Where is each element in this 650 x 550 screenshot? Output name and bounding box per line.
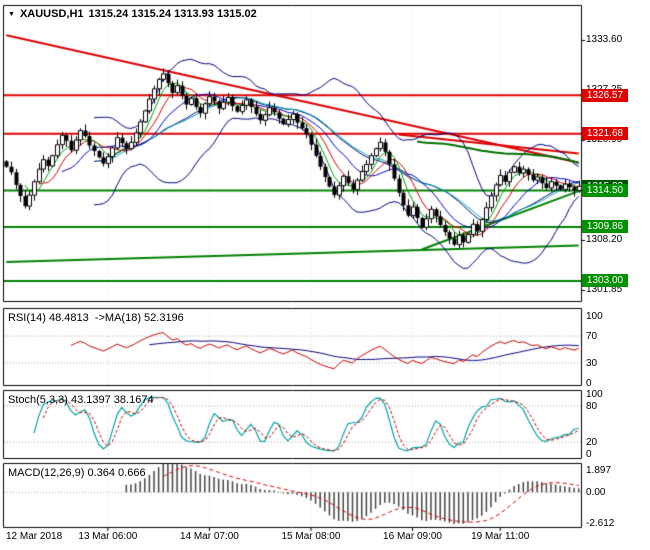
macd-axis-tick: -2.612 bbox=[586, 518, 615, 529]
price-axis-tick: 1308.20 bbox=[586, 233, 623, 245]
stoch-axis-tick: 80 bbox=[586, 401, 598, 412]
price-level-badge-resistance[interactable]: 1321.68 bbox=[582, 127, 628, 141]
price-level-badge-resistance[interactable]: 1326.57 bbox=[582, 88, 628, 102]
chart-title: ▼ XAUUSD,H1 1315.24 1315.24 1313.93 1315… bbox=[8, 8, 257, 20]
price-axis-tick: 1301.85 bbox=[586, 283, 623, 295]
stoch-axis-tick: 20 bbox=[586, 437, 598, 448]
stoch-indicator-label: Stoch(5,3,3) 43.1397 38.1674 bbox=[8, 394, 154, 406]
ohlc-values: 1315.24 1315.24 1313.93 1315.02 bbox=[88, 8, 257, 20]
time-axis-label: 14 Mar 07:00 bbox=[179, 531, 239, 542]
rsi-indicator-label: RSI(14) 48.4813 ->MA(18) 52.3196 bbox=[8, 312, 184, 324]
price-axis-tick: 1333.60 bbox=[586, 34, 623, 45]
time-axis-label: 12 Mar 2018 bbox=[6, 531, 63, 542]
rsi-axis-tick: 30 bbox=[586, 357, 598, 369]
price-level-badge-support[interactable]: 1309.86 bbox=[582, 220, 628, 234]
macd-indicator-label: MACD(12,26,9) 0.364 0.666 bbox=[8, 467, 146, 479]
price-level-badge-support[interactable]: 1303.00 bbox=[582, 274, 628, 288]
time-axis-label: 15 Mar 08:00 bbox=[281, 531, 341, 542]
symbol-label: XAUUSD,H1 bbox=[19, 8, 84, 20]
symbol-marker-icon: ▼ bbox=[8, 10, 15, 18]
price-level-badge-support[interactable]: 1314.50 bbox=[582, 183, 628, 197]
stoch-axis-tick: 0 bbox=[586, 449, 592, 460]
rsi-axis-tick: 100 bbox=[586, 311, 603, 322]
time-axis-label: 19 Mar 11:00 bbox=[471, 531, 530, 542]
time-axis-label: 13 Mar 06:00 bbox=[78, 531, 138, 542]
stoch-axis-tick: 100 bbox=[586, 389, 603, 400]
macd-axis-tick: 1.897 bbox=[586, 465, 612, 476]
rsi-axis-tick: 0 bbox=[586, 378, 592, 389]
macd-axis-tick: 0.00 bbox=[586, 487, 606, 499]
time-axis-label: 16 Mar 09:00 bbox=[383, 531, 442, 542]
rsi-axis-tick: 70 bbox=[586, 331, 598, 343]
